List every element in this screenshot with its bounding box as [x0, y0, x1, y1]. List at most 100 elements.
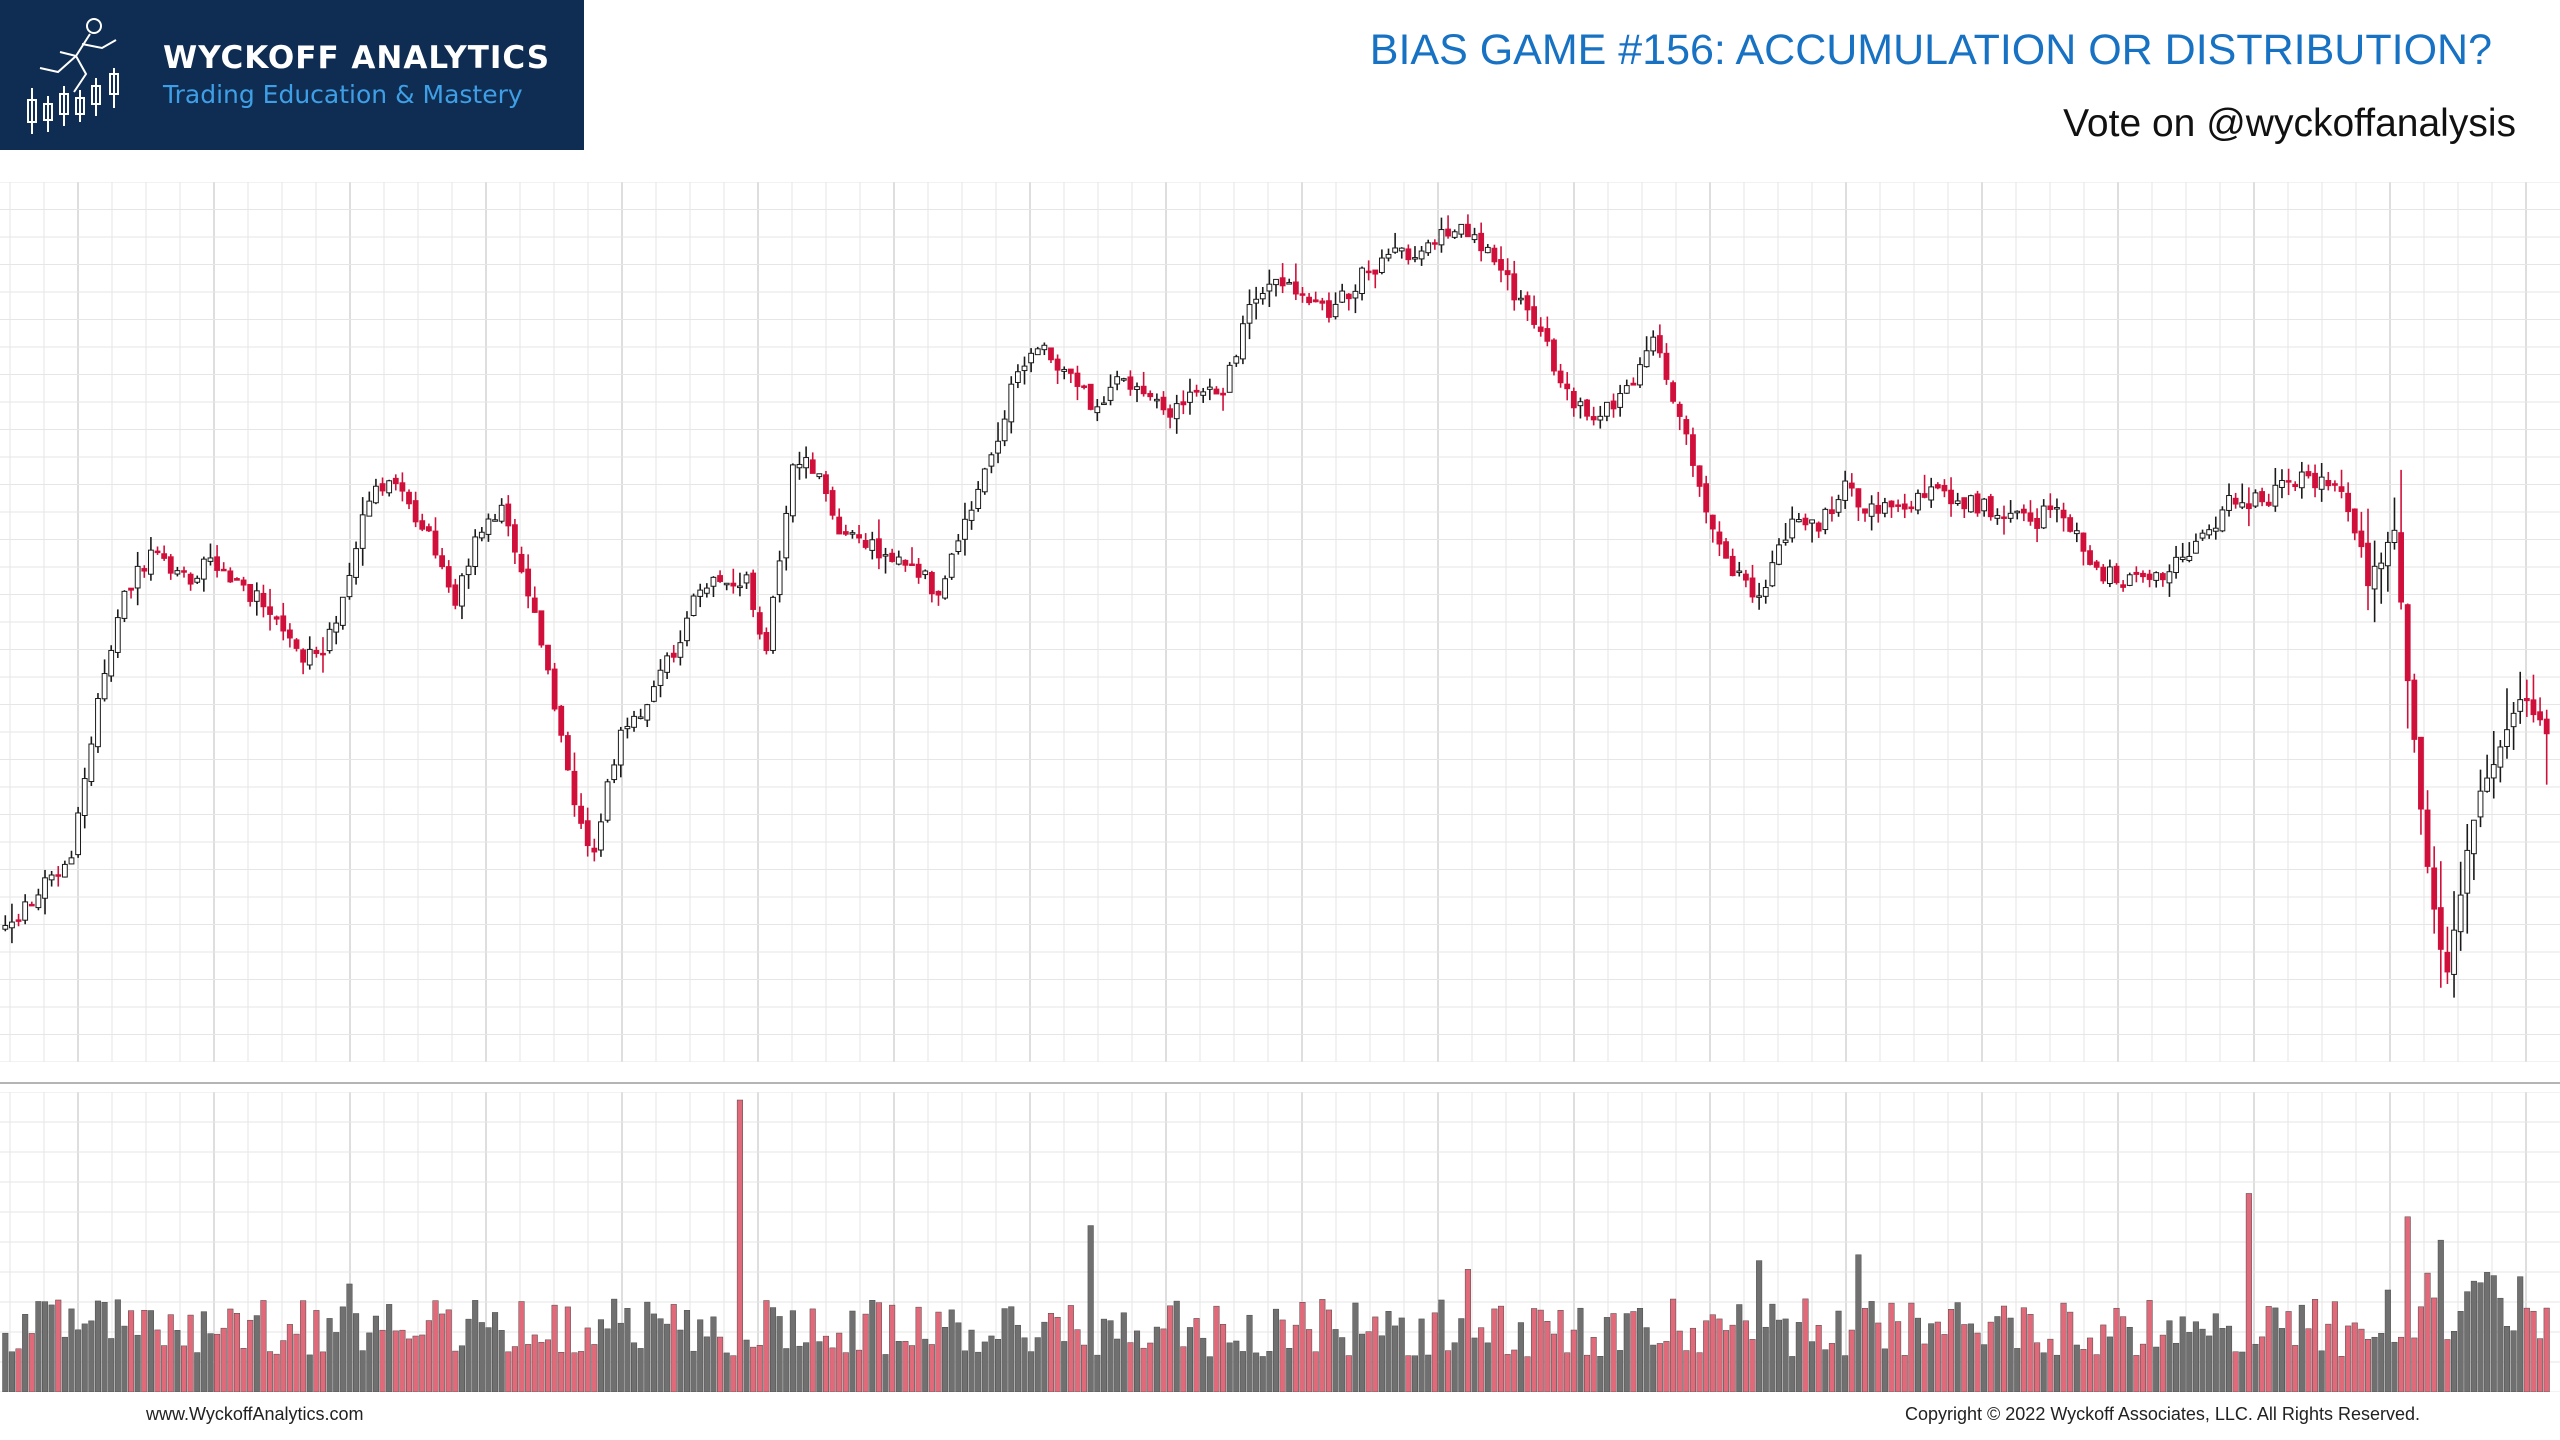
candle-body: [1941, 484, 1948, 492]
volume-bar: [1636, 1308, 1644, 1392]
candle-body: [1378, 257, 1385, 273]
volume-bar: [2292, 1345, 2299, 1392]
candle-body: [101, 673, 108, 700]
candle-body: [2087, 550, 2093, 565]
candle-body: [35, 894, 42, 909]
candle-body: [1974, 493, 1981, 514]
candle-body: [876, 538, 882, 559]
volume-bar: [1365, 1331, 1372, 1392]
volume-bar: [2014, 1348, 2021, 1392]
candle-body: [2232, 497, 2239, 505]
candle-body: [326, 628, 333, 652]
candle-body: [1802, 517, 1809, 526]
volume-bar: [187, 1314, 194, 1392]
volume-bar: [869, 1300, 876, 1392]
volume-bar: [889, 1304, 896, 1392]
volume-bar: [664, 1323, 671, 1392]
candle-body: [273, 616, 280, 620]
candle-body: [174, 570, 181, 575]
volume-bar: [2543, 1307, 2550, 1392]
candle-body: [2384, 541, 2391, 567]
candle-body: [2040, 505, 2047, 529]
candle-body: [2490, 764, 2497, 779]
volume-bar: [2067, 1311, 2074, 1392]
candle-body: [1643, 350, 1650, 368]
candle-body: [2047, 505, 2054, 511]
volume-bar: [2398, 1336, 2405, 1392]
volume-bar: [134, 1334, 141, 1392]
candle-body: [1511, 273, 1518, 301]
candle-body: [114, 617, 121, 653]
candle-body: [1048, 347, 1054, 361]
candle-body: [1061, 368, 1068, 372]
volume-bar: [1564, 1352, 1571, 1392]
volume-bar: [2027, 1314, 2034, 1392]
candle-body: [2265, 501, 2272, 506]
volume-bar: [1782, 1318, 1789, 1392]
candle-body: [1570, 390, 1577, 409]
candle-body: [1412, 257, 1418, 260]
candle-body: [512, 524, 518, 553]
volume-bar: [452, 1350, 459, 1392]
candle-body: [472, 536, 479, 567]
pane-divider: [0, 1082, 2560, 1084]
volume-bar: [743, 1339, 750, 1392]
volume-bar: [1663, 1341, 1670, 1392]
candle-body: [293, 639, 300, 649]
candle-body: [1637, 364, 1643, 386]
volume-bar: [1299, 1302, 1306, 1392]
candle-body: [1021, 365, 1028, 372]
volume-bar: [458, 1345, 465, 1392]
candle-body: [2470, 819, 2477, 855]
volume-bar: [975, 1351, 982, 1392]
candle-body: [1398, 247, 1405, 252]
volume-bar: [1233, 1340, 1240, 1392]
candle-body: [2517, 699, 2524, 712]
candle-body: [1604, 401, 1610, 417]
volume-bar: [498, 1330, 505, 1392]
candle-body: [75, 812, 82, 856]
candle-body: [2398, 532, 2404, 603]
volume-bar: [1054, 1316, 1061, 1392]
candle-body: [2318, 476, 2325, 490]
candle-body: [1934, 484, 1941, 489]
volume-bar: [1186, 1327, 1193, 1392]
candle-body: [1551, 339, 1557, 372]
candle-body: [631, 715, 637, 728]
volume-bar: [2278, 1328, 2285, 1392]
candle-body: [1994, 514, 2001, 519]
volume-bar: [1405, 1355, 1412, 1392]
volume-bar: [1848, 1329, 1855, 1392]
candle-body: [1041, 344, 1048, 351]
volume-bar: [399, 1329, 406, 1392]
candle-body: [558, 705, 565, 736]
candle-body: [1299, 293, 1306, 296]
candle-body: [545, 644, 551, 671]
volume-bar: [1292, 1324, 1299, 1392]
candle-body: [88, 743, 95, 783]
candle-body: [1676, 403, 1683, 417]
candle-body: [1087, 383, 1094, 410]
volume-bar: [1319, 1299, 1326, 1392]
volume-bar: [650, 1313, 657, 1392]
volume-bar: [207, 1333, 214, 1392]
candle-body: [1650, 336, 1657, 352]
volume-bar: [478, 1322, 485, 1392]
candle-body: [1438, 229, 1445, 246]
volume-bar: [1081, 1344, 1088, 1392]
candle-body: [2464, 849, 2471, 894]
candle-body: [1769, 562, 1776, 587]
volume-bar: [1630, 1311, 1637, 1392]
volume-bar: [2523, 1307, 2530, 1392]
volume-bar: [2265, 1306, 2272, 1392]
website-link[interactable]: www.WyckoffAnalytics.com: [146, 1404, 364, 1424]
volume-bar: [816, 1341, 823, 1392]
candle-body: [445, 566, 452, 588]
volume-bar: [518, 1301, 525, 1392]
candle-body: [121, 590, 128, 619]
volume-bar: [928, 1344, 935, 1392]
volume-bar: [392, 1330, 399, 1392]
volume-bar: [94, 1300, 101, 1392]
candle-body: [1465, 223, 1471, 238]
volume-bar: [1028, 1351, 1035, 1392]
